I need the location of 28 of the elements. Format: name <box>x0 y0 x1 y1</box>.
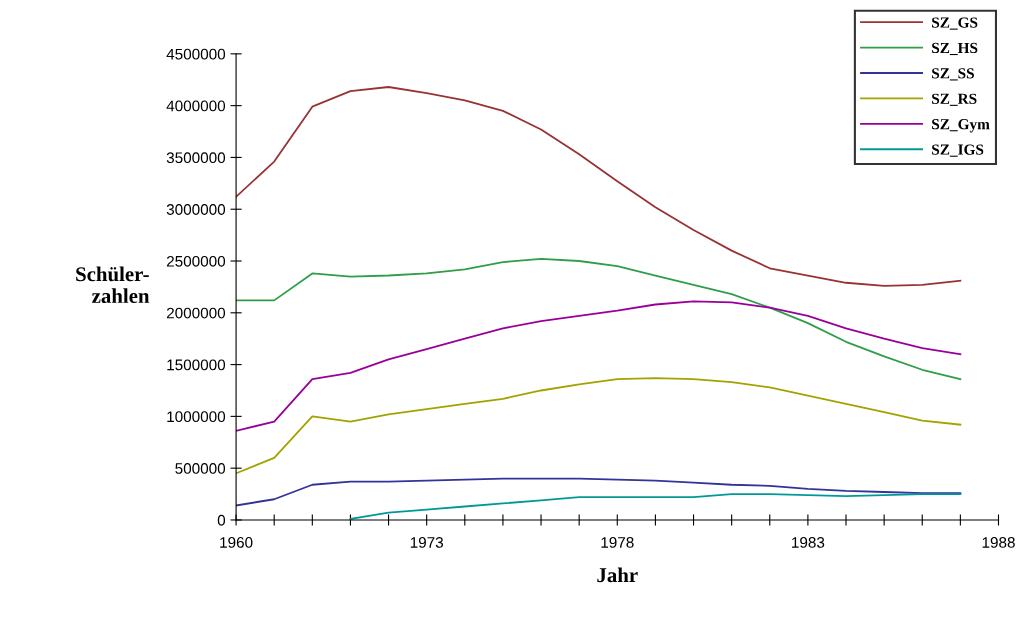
line-series <box>236 377 962 475</box>
y-tick-label: 3500000 <box>166 152 226 164</box>
line-series <box>236 258 962 380</box>
y-tick-label: 4000000 <box>166 100 226 112</box>
legend-label: SZ_HS <box>932 42 978 56</box>
line-series <box>236 477 962 507</box>
y-axis-title: Schüler- zahlen <box>76 266 150 304</box>
y-tick-label: 2000000 <box>166 307 226 319</box>
x-tick-label: 1988 <box>982 537 1015 548</box>
y-tick-label: 1500000 <box>167 359 226 371</box>
y-tick-label: 500000 <box>175 463 226 474</box>
y-tick-label: 3000000 <box>166 204 226 215</box>
legend-label: SZ_RS <box>932 93 977 106</box>
y-tick-label: 1000000 <box>167 411 226 423</box>
legend-label: SZ_SS <box>932 68 974 81</box>
legend-label: SZ_Gym <box>932 119 990 133</box>
x-tick-label: 1973 <box>410 537 444 548</box>
y-tick-label: 4500000 <box>166 48 226 60</box>
x-tick-label: 1978 <box>601 537 634 548</box>
legend-label: SZ_IGS <box>932 144 984 157</box>
x-tick-label: 1983 <box>792 537 825 548</box>
line-series <box>349 493 962 520</box>
y-tick-label: 2500000 <box>166 255 226 267</box>
x-axis-title: Jahr <box>597 567 638 583</box>
legend-label: SZ_GS <box>932 17 978 30</box>
line-series <box>236 300 962 432</box>
y-tick-label: 0 <box>217 514 226 526</box>
x-tick-label: 1960 <box>220 537 253 548</box>
